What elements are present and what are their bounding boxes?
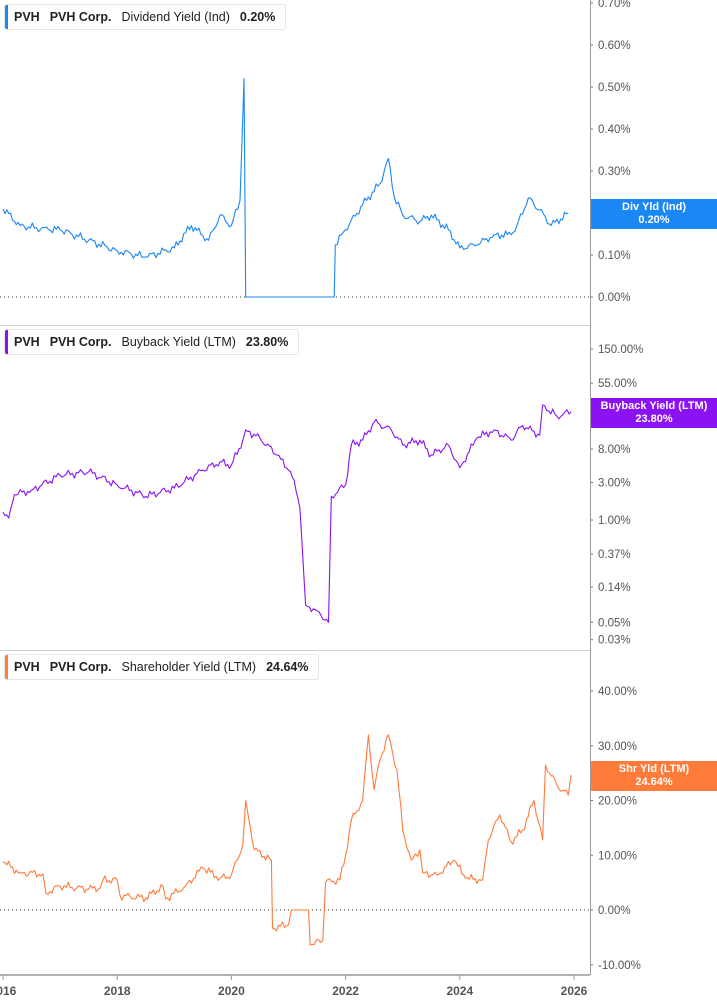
y-tick-label: 150.00% xyxy=(598,344,643,356)
series-line-dividend-yield xyxy=(2,78,569,298)
y-tick-label: 0.00% xyxy=(598,292,631,304)
legend-metric: Dividend Yield (Ind) xyxy=(121,10,230,24)
y-tick-label: 3.00% xyxy=(598,477,631,489)
y-tick-label: 20.00% xyxy=(598,796,637,808)
legend-value: 24.64% xyxy=(266,660,309,674)
legend-ticker: PVH xyxy=(14,335,40,349)
tag-value: 24.64% xyxy=(635,776,673,788)
x-tick-label: 2024 xyxy=(446,984,473,998)
y-tick-label: 0.10% xyxy=(598,250,631,262)
y-tick-label: 0.05% xyxy=(598,617,631,629)
y-tick-label: 30.00% xyxy=(598,741,637,753)
legend-company: PVH Corp. xyxy=(49,335,112,349)
y-tick-label: 0.60% xyxy=(598,40,631,52)
y-tick-label: 0.37% xyxy=(598,549,631,561)
tag-value: 0.20% xyxy=(638,214,670,226)
y-tick-label: 0.30% xyxy=(598,166,631,178)
series-color-marker xyxy=(5,330,8,354)
tag-label: Shr Yld (LTM) xyxy=(618,763,690,775)
x-tick-label: 2020 xyxy=(218,984,245,998)
legend-ticker: PVH xyxy=(14,10,40,24)
x-tick-label: 2026 xyxy=(561,984,588,998)
x-tick-label: 2022 xyxy=(332,984,359,998)
panel-buyback-yield: 150.00% 55.00% 8.00% 3.00% 1.00% 0.37% 0.14% 0.… xyxy=(0,325,643,647)
current-value-tag-dividend: Div Yld (Ind) 0.20% xyxy=(591,199,717,229)
series-line-shareholder-yield xyxy=(2,734,572,946)
current-value-tag-buyback: Buyback Yield (LTM) 23.80% xyxy=(591,398,717,428)
legend-ticker: PVH xyxy=(14,660,40,674)
y-tick-label: 0.70% xyxy=(598,0,631,10)
y-tick-label: 8.00% xyxy=(598,444,631,456)
y-tick-label: 0.50% xyxy=(598,82,631,94)
tag-value: 23.80% xyxy=(635,413,673,425)
panel-dividend-yield: 0.70% 0.60% 0.50% 0.40% 0.30% 0.20% 0.10% 0.00% xyxy=(0,0,631,304)
legend-shareholder-yield: PVH PVH Corp. Shareholder Yield (LTM) 24… xyxy=(4,654,320,680)
y-tick-label: 1.00% xyxy=(598,515,631,527)
series-color-marker xyxy=(5,655,8,679)
tag-label: Buyback Yield (LTM) xyxy=(600,400,708,412)
x-tick-label: 2018 xyxy=(104,984,131,998)
legend-metric: Shareholder Yield (LTM) xyxy=(121,660,257,674)
y-tick-label: 0.00% xyxy=(598,905,631,917)
tag-label: Div Yld (Ind) xyxy=(622,201,686,213)
series-color-marker xyxy=(5,5,8,29)
x-tick-label: 2016 xyxy=(0,984,17,998)
y-tick-label: 0.03% xyxy=(598,635,631,647)
y-tick-label: 55.00% xyxy=(598,378,637,390)
y-tick-label: 10.00% xyxy=(598,850,637,862)
current-value-tag-shareholder: Shr Yld (LTM) 24.64% xyxy=(591,761,717,791)
y-tick-label: 40.00% xyxy=(598,686,637,698)
legend-value: 23.80% xyxy=(245,335,289,349)
legend-buyback-yield: PVH PVH Corp. Buyback Yield (LTM) 23.80% xyxy=(4,329,300,355)
y-tick-label: 0.40% xyxy=(598,124,631,136)
legend-value: 0.20% xyxy=(239,10,276,24)
legend-company: PVH Corp. xyxy=(49,660,112,674)
series-line-buyback-yield xyxy=(2,404,572,623)
legend-metric: Buyback Yield (LTM) xyxy=(121,335,236,349)
legend-company: PVH Corp. xyxy=(49,10,112,24)
y-tick-label: 0.14% xyxy=(598,582,631,594)
y-tick-label: -10.00% xyxy=(598,960,641,972)
panel-shareholder-yield: 40.00% 30.00% 20.00% 10.00% 0.00% -10.00% xyxy=(0,650,641,972)
legend-dividend-yield: PVH PVH Corp. Dividend Yield (Ind) 0.20% xyxy=(4,4,287,30)
